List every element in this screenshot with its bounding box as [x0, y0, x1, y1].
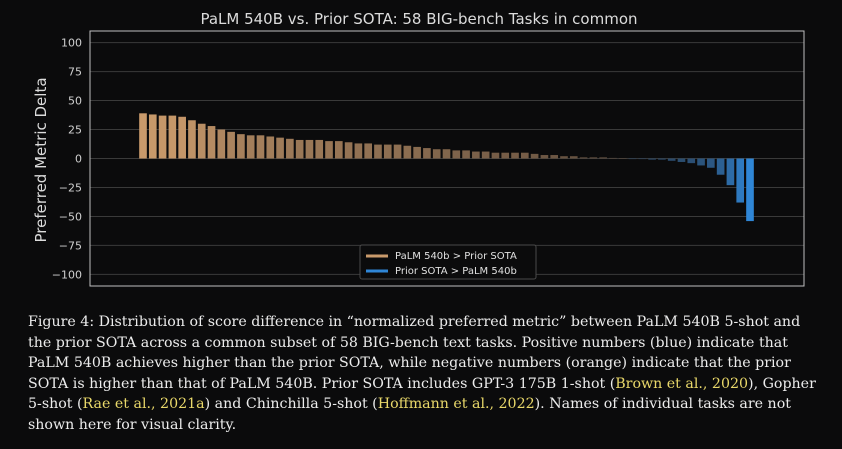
bar: [638, 158, 647, 160]
bar: [599, 157, 607, 159]
bar: [188, 120, 196, 159]
bar: [569, 156, 578, 159]
legend-entry-negative: Prior SOTA > PaLM 540b: [395, 266, 517, 277]
bar: [628, 158, 637, 160]
bar: [432, 149, 441, 159]
bar: [726, 158, 735, 186]
y-tick-label: 0: [75, 153, 82, 166]
plot-frame: [89, 30, 805, 287]
bar: [716, 158, 725, 175]
bar: [178, 116, 186, 159]
bar: [501, 152, 510, 159]
bar: [374, 144, 382, 159]
bar: [442, 149, 451, 159]
bar: [139, 113, 147, 159]
caption-text: ) and Chinchilla 5-shot (: [204, 396, 378, 412]
y-tick-label: 75: [68, 66, 82, 79]
citation-rae[interactable]: Rae et al., 2021a: [82, 396, 205, 412]
bar: [452, 150, 461, 159]
y-tick-labels: 100 75 50 25 0 −25 −50 −75 −100: [52, 37, 82, 282]
bar: [413, 146, 421, 159]
bar: [472, 151, 480, 159]
y-tick-label: 50: [68, 95, 82, 108]
bar: [354, 143, 363, 159]
bar: [237, 134, 245, 159]
y-tick-label: 25: [68, 124, 82, 137]
bar: [295, 139, 304, 159]
bar: [560, 156, 568, 159]
bar: [393, 144, 402, 159]
bar: [325, 141, 333, 159]
legend: PaLM 540b > Prior SOTA Prior SOTA > PaLM…: [359, 244, 537, 280]
legend-box: [359, 244, 537, 280]
bar: [168, 115, 177, 159]
bar: [736, 158, 745, 203]
bar: [521, 152, 529, 159]
bar: [618, 158, 627, 159]
bar: [276, 137, 284, 159]
bar: [246, 135, 255, 159]
bar: [589, 157, 598, 159]
bar: [491, 152, 500, 159]
bar: [687, 158, 696, 164]
bar: [697, 158, 705, 166]
chart-title: PaLM 540B vs. Prior SOTA: 58 BIG-bench T…: [200, 10, 637, 28]
bar: [677, 158, 686, 162]
bar: [658, 158, 666, 160]
bar: [364, 143, 372, 159]
bar: [667, 158, 676, 161]
bar: [648, 158, 656, 160]
y-tick-label: 100: [61, 37, 82, 50]
bar: [286, 138, 294, 159]
bar: [481, 151, 490, 159]
bar: [540, 155, 549, 159]
bar: [217, 129, 226, 159]
caption-text: ). Names of individual tasks are not sho…: [28, 396, 791, 433]
bar: [197, 123, 206, 159]
bar: [207, 126, 216, 159]
bar: [315, 139, 324, 159]
bar: [334, 141, 343, 159]
bar: [148, 114, 157, 159]
legend-entry-positive: PaLM 540b > Prior SOTA: [395, 251, 517, 262]
caption-text: ), Gopher 5-shot (: [28, 375, 816, 413]
citation-hoffmann[interactable]: Hoffmann et al., 2022: [377, 396, 535, 412]
y-tick-label: −100: [52, 268, 82, 281]
bar: [579, 157, 588, 159]
bars: [139, 113, 754, 222]
figure-caption: Figure 4: Distribution of score differen…: [28, 312, 818, 435]
y-axis-label: Preferred Metric Delta: [32, 77, 50, 242]
y-tick-label: −25: [59, 181, 82, 194]
bar: [266, 136, 275, 159]
bar: [227, 131, 235, 159]
bar: [462, 150, 470, 159]
bar: [423, 148, 431, 159]
y-tick-label: −50: [59, 210, 82, 223]
bar: [383, 144, 392, 159]
bar: [158, 115, 167, 159]
bar: [530, 153, 539, 159]
bar: [403, 145, 412, 159]
caption-text: Figure 4: Distribution of score differen…: [28, 314, 801, 392]
bar: [511, 152, 519, 159]
bar-chart: PaLM 540B vs. Prior SOTA: 58 BIG-bench T…: [32, 10, 805, 287]
bar: [344, 142, 353, 159]
bar: [746, 158, 754, 222]
bar: [305, 139, 314, 159]
bar: [256, 135, 265, 159]
bar: [707, 158, 715, 168]
bar: [550, 155, 559, 159]
bar: [609, 157, 617, 159]
y-tick-label: −75: [59, 239, 82, 252]
citation-brown[interactable]: Brown et al., 2020: [615, 375, 749, 392]
